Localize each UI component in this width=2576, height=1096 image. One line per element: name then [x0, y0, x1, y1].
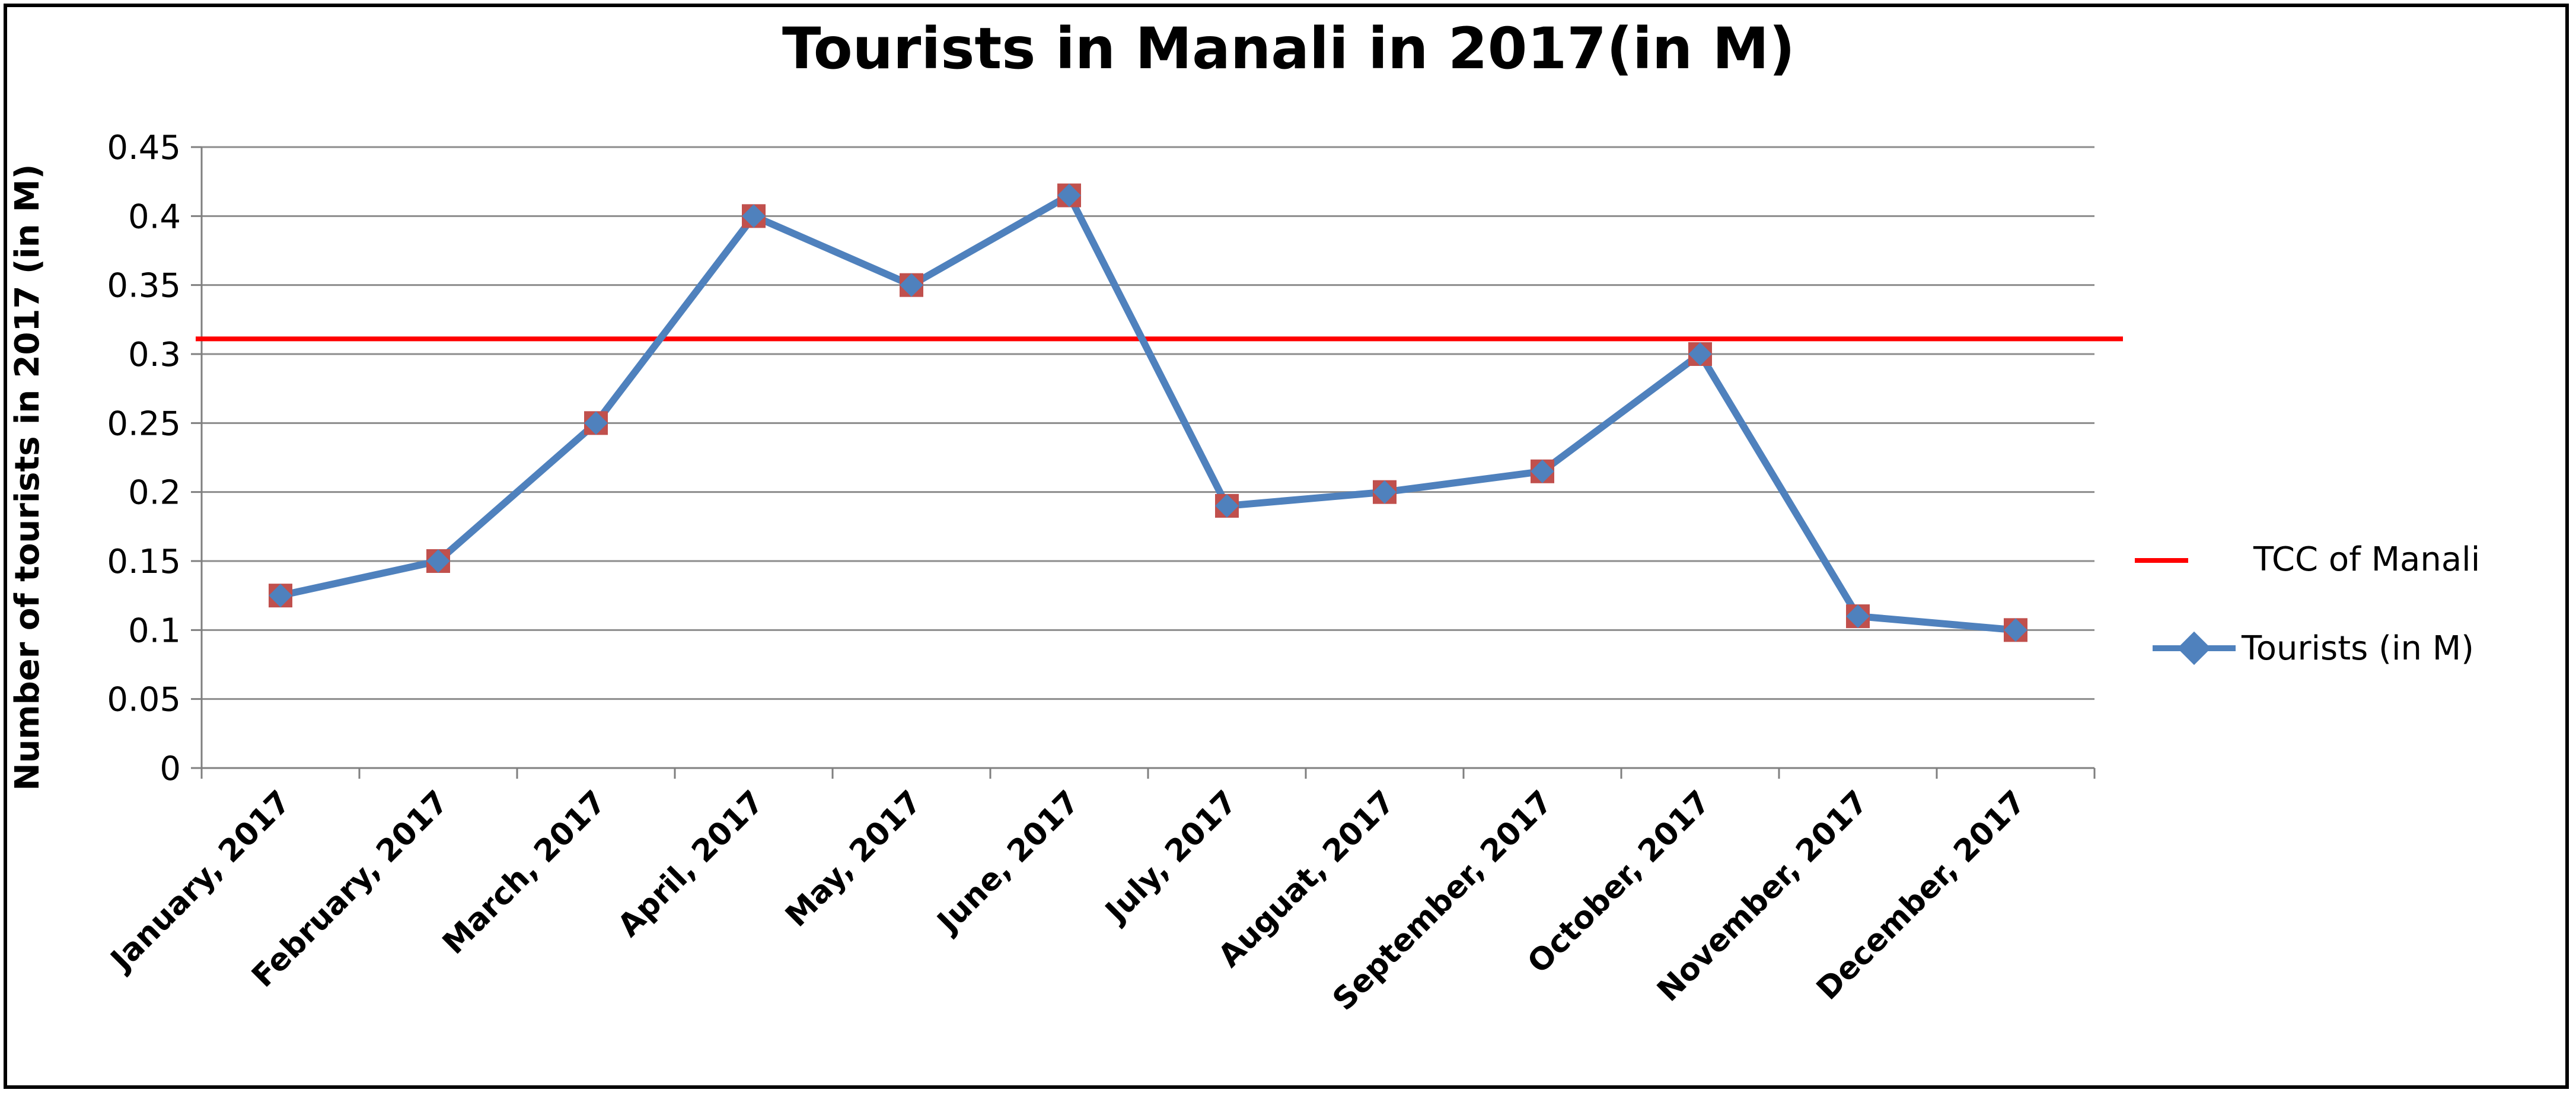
data-point: [1531, 459, 1554, 483]
series-markers: [269, 183, 2027, 642]
data-point: [426, 549, 450, 573]
x-tick-label: May, 2017: [779, 784, 929, 934]
data-point: [1215, 494, 1239, 518]
chart-title: Tourists in Manali in 2017(in M): [782, 15, 1795, 82]
y-tick-label: 0.25: [107, 404, 181, 443]
y-tick-label: 0.35: [107, 267, 181, 305]
data-point: [1373, 480, 1397, 504]
x-tick-label: April, 2017: [611, 784, 771, 944]
y-tick-label: 0.45: [107, 129, 181, 167]
y-tick-label: 0.15: [107, 543, 181, 581]
gridlines: [191, 146, 2094, 769]
y-tick-label: 0: [160, 750, 181, 788]
x-tick-label: July, 2017: [1098, 784, 1244, 931]
series-lines: [279, 192, 2016, 634]
data-point: [2004, 618, 2027, 642]
legend-label-tourists: Tourists (in M): [2241, 629, 2474, 668]
legend-label-tcc: TCC of Manali: [2253, 540, 2480, 579]
y-axis-label: Number of tourists in 2017 (in M): [8, 164, 47, 791]
data-point: [269, 584, 292, 607]
chart-frame: [4, 4, 2569, 1089]
y-tick-label: 0.4: [128, 197, 181, 236]
data-point: [1846, 604, 1870, 628]
x-tick-label: March, 2017: [436, 784, 613, 961]
y-tick-label: 0.05: [107, 681, 181, 719]
series-line-tourists: [279, 192, 2016, 634]
data-point: [1688, 342, 1712, 366]
legend-marker-tourists: [2177, 631, 2211, 665]
legend: TCC of Manali Tourists (in M): [2135, 540, 2480, 668]
y-tick-label: 0.1: [128, 611, 181, 650]
y-tick-label: 0.3: [128, 336, 181, 374]
y-tick-labels: 0 0.05 0.1 0.15 0.2 0.25 0.3 0.35 0.4 0.45: [107, 129, 181, 788]
x-tick-label: June, 2017: [930, 784, 1087, 941]
data-point: [584, 411, 608, 435]
y-tick-label: 0.2: [128, 474, 181, 512]
